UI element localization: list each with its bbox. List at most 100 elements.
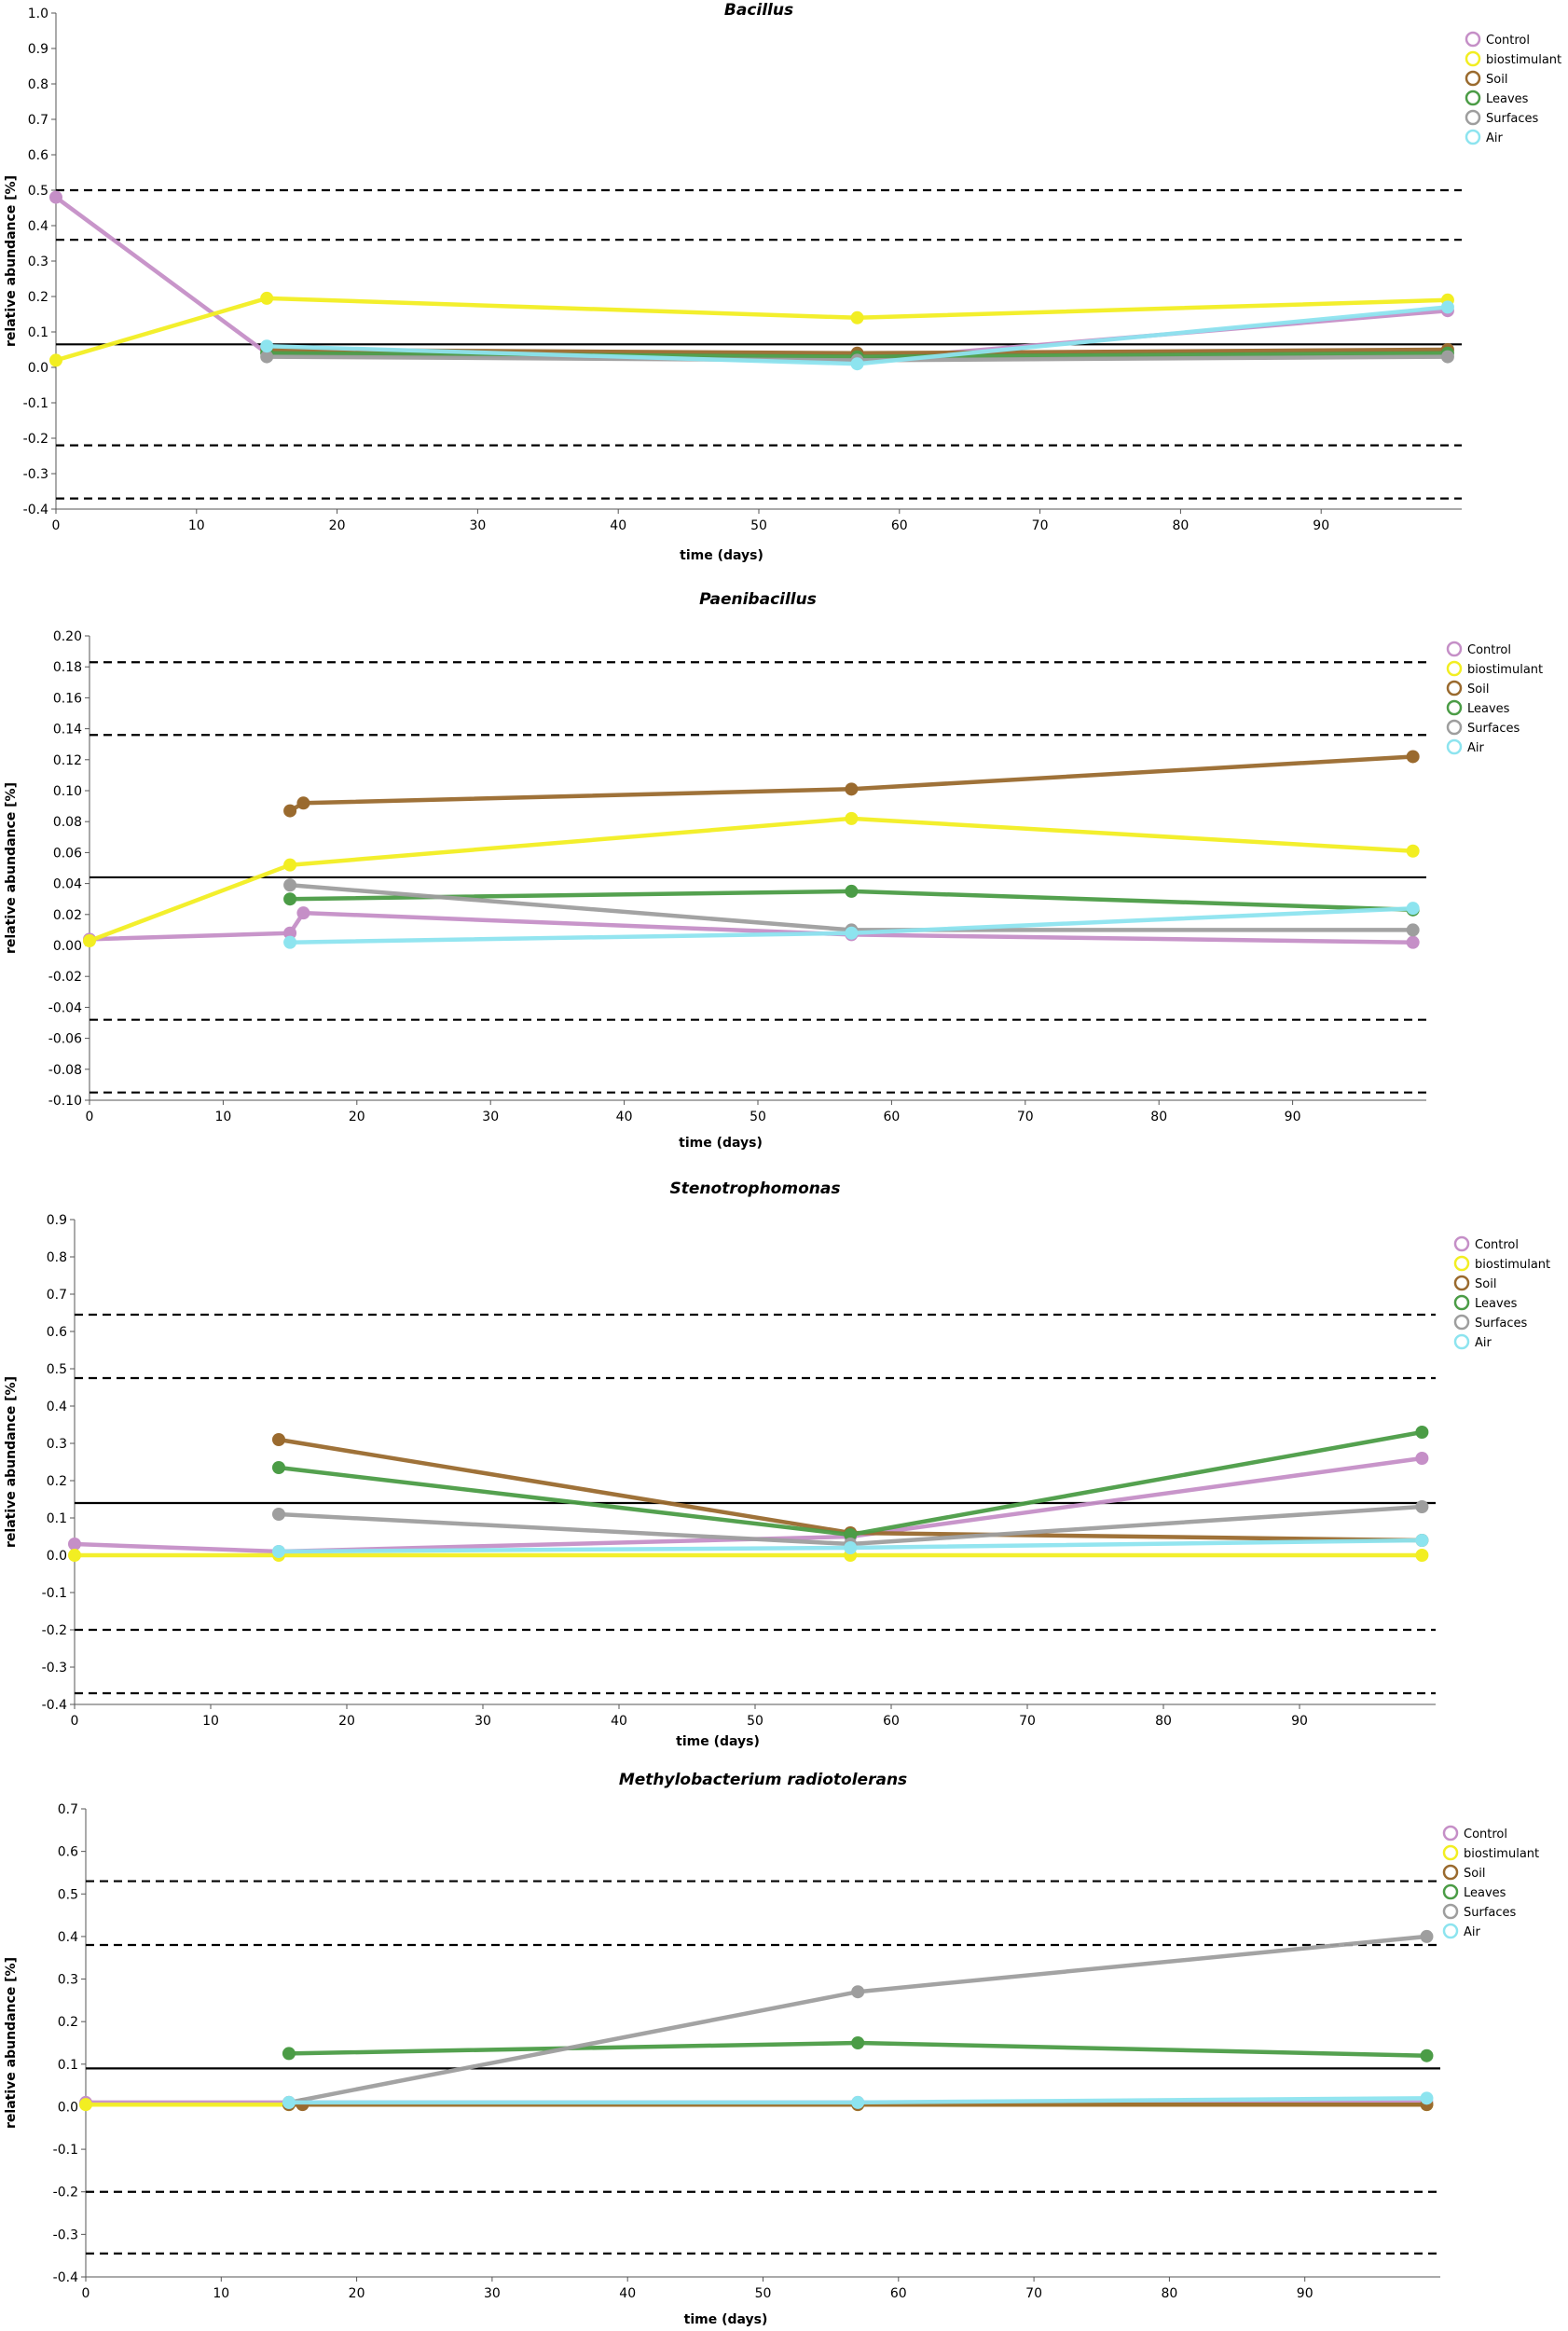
- x-axis-title: time (days): [680, 548, 763, 563]
- x-tick-label: 90: [1313, 518, 1329, 533]
- legend-label-soil: Soil: [1467, 683, 1489, 697]
- data-point-biostimulant: [79, 2098, 92, 2112]
- x-tick-label: 30: [475, 1714, 491, 1729]
- x-tick-label: 20: [349, 2286, 365, 2301]
- series-line-biostimulant: [55, 296, 1448, 363]
- series-air: [282, 2091, 1434, 2109]
- x-tick-label: 10: [202, 1714, 219, 1729]
- y-tick-label: -0.2: [53, 2186, 78, 2200]
- series-leaves: [282, 2036, 1434, 2062]
- legend-label-control: Control: [1486, 34, 1530, 48]
- y-tick-label: 0.20: [53, 629, 82, 644]
- data-point-soil: [296, 796, 310, 810]
- x-tick-label: 0: [52, 518, 61, 533]
- legend-marker-soil: [1442, 1864, 1459, 1881]
- chart-bacillus: Bacillus -0.4 -0.3 -0.2 -0.1 0.0 0.1 0.2 0.3 0.4 0…: [4, 1, 1561, 563]
- x-tick-label: 30: [469, 518, 486, 533]
- y-tick-label: 0.02: [53, 908, 82, 923]
- legend-label-air: Air: [1467, 741, 1485, 755]
- legend-label-control: Control: [1464, 1828, 1507, 1841]
- legend-label-soil: Soil: [1486, 73, 1507, 87]
- legend-marker-soil: [1446, 680, 1463, 697]
- legend: Control biostimulant Soil Leaves Surfaces Air: [1465, 31, 1561, 145]
- legend-marker-surfaces: [1442, 1903, 1459, 1920]
- series-line-soil: [288, 754, 1413, 813]
- data-point-surfaces: [272, 1508, 285, 1521]
- legend-label-leaves: Leaves: [1475, 1297, 1518, 1311]
- y-tick-label: 0.4: [47, 1400, 67, 1414]
- y-tick-label: 0.06: [53, 846, 82, 861]
- y-tick-label: 0.7: [47, 1288, 67, 1303]
- series-air: [272, 1534, 1429, 1558]
- data-point-leaves: [845, 884, 859, 898]
- legend-label-biostimulant: biostimulant: [1467, 663, 1543, 677]
- data-point-soil: [845, 782, 859, 796]
- legend-marker-leaves: [1465, 90, 1481, 106]
- x-tick-label: 0: [71, 1714, 79, 1729]
- legend: Control biostimulant Soil Leaves Surfaces Air: [1453, 1235, 1550, 1350]
- series-control: [49, 190, 1454, 367]
- x-tick-label: 80: [1161, 2286, 1177, 2301]
- chart-panel-bacillus: Bacillus -0.4 -0.3 -0.2 -0.1 0.0 0.1 0.2 0.3 0.4 0…: [0, 0, 1568, 587]
- chart-title: Paenibacillus: [699, 590, 817, 609]
- y-tick-label: 0.3: [58, 1973, 78, 1988]
- data-point-control: [1415, 1452, 1429, 1465]
- x-axis-title: time (days): [684, 2312, 768, 2327]
- legend-marker-biostimulant: [1446, 660, 1463, 677]
- legend-label-leaves: Leaves: [1467, 702, 1510, 716]
- series-line-biostimulant: [89, 816, 1413, 944]
- x-tick-label: 20: [349, 1110, 365, 1124]
- x-tick-label: 20: [329, 518, 346, 533]
- legend-label-control: Control: [1475, 1238, 1519, 1252]
- data-point-biostimulant: [260, 291, 274, 305]
- data-point-surfaces: [1415, 1500, 1429, 1513]
- x-tick-label: 40: [619, 2286, 636, 2301]
- y-tick-label: 0.5: [28, 184, 48, 199]
- legend-marker-leaves: [1442, 1883, 1459, 1900]
- y-tick-label: 0.18: [53, 660, 82, 675]
- chart-methylobacterium: Methylobacterium radiotolerans -0.4 -0.3 -0…: [4, 1771, 1539, 2327]
- data-point-air: [851, 2095, 865, 2109]
- legend-label-air: Air: [1475, 1336, 1492, 1350]
- legend: Control biostimulant Soil Leaves Surfaces Air: [1446, 641, 1543, 755]
- y-tick-label: 0.00: [53, 939, 82, 954]
- legend-marker-control: [1465, 31, 1481, 48]
- y-tick-label: -0.1: [23, 396, 48, 411]
- y-tick-label: 0.1: [58, 2058, 78, 2073]
- x-tick-label: 40: [610, 518, 626, 533]
- legend-label-air: Air: [1486, 131, 1504, 145]
- y-tick-label: 0.08: [53, 815, 82, 830]
- x-tick-label: 70: [1025, 2286, 1042, 2301]
- chart-panel-stenotrophomonas: Stenotrophomonas -0.4 -0.3 -0.2 -0.1 0.0 0.1 0.…: [0, 1175, 1568, 1762]
- x-tick-label: 50: [747, 1714, 763, 1729]
- x-tick-label: 90: [1285, 1110, 1301, 1124]
- y-tick-label: -0.1: [53, 2143, 78, 2158]
- data-point-air: [844, 1541, 858, 1554]
- legend-label-surfaces: Surfaces: [1467, 722, 1520, 736]
- legend-label-biostimulant: biostimulant: [1475, 1258, 1550, 1272]
- y-tick-label: 0.4: [28, 219, 48, 234]
- data-point-biostimulant: [68, 1549, 81, 1562]
- data-point-biostimulant: [1406, 844, 1420, 858]
- data-point-air: [282, 2095, 296, 2109]
- y-tick-label: -0.04: [48, 1000, 82, 1015]
- data-point-leaves: [1420, 2048, 1434, 2062]
- data-point-soil: [283, 804, 297, 818]
- y-tick-label: 0.5: [47, 1362, 67, 1377]
- x-tick-label: 0: [86, 1110, 94, 1124]
- x-tick-label: 40: [616, 1110, 633, 1124]
- y-tick-label: -0.4: [53, 2270, 78, 2285]
- data-point-soil: [272, 1433, 285, 1446]
- legend-marker-control: [1442, 1825, 1459, 1841]
- chart-panel-methylobacterium: Methylobacterium radiotolerans -0.4 -0.3 -0…: [0, 1762, 1568, 2331]
- data-point-control: [296, 906, 310, 920]
- chart-stenotrophomonas: Stenotrophomonas -0.4 -0.3 -0.2 -0.1 0.0 0.1 0.…: [4, 1179, 1550, 1749]
- series-air: [283, 902, 1420, 949]
- series-leaves: [283, 884, 1420, 917]
- x-axis-title: time (days): [676, 1734, 760, 1749]
- y-tick-label: -0.3: [23, 467, 48, 482]
- data-point-leaves: [1415, 1426, 1429, 1439]
- y-tick-label: 0.0: [58, 2100, 78, 2115]
- legend-label-biostimulant: biostimulant: [1464, 1847, 1539, 1861]
- y-tick-label: -0.1: [42, 1586, 67, 1601]
